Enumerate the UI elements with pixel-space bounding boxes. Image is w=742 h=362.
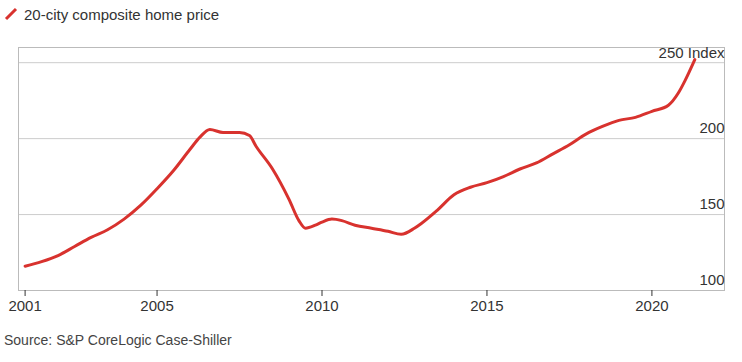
svg-text:2015: 2015 [470, 297, 503, 314]
svg-text:2010: 2010 [305, 297, 338, 314]
svg-text:2001: 2001 [8, 297, 41, 314]
html-text:20-city composite home price: 20-city composite home price [24, 5, 220, 23]
html-text:Source: S&P CoreLogic Case-Shi: Source: S&P CoreLogic Case-Shiller [4, 332, 232, 348]
svg-text:200: 200 [699, 119, 724, 136]
svg-text:100: 100 [699, 271, 724, 288]
svg-text:2020: 2020 [635, 297, 668, 314]
svg-text:250 Index: 250 Index [659, 43, 725, 60]
svg-text:150: 150 [699, 195, 724, 212]
svg-text:2005: 2005 [140, 297, 173, 314]
